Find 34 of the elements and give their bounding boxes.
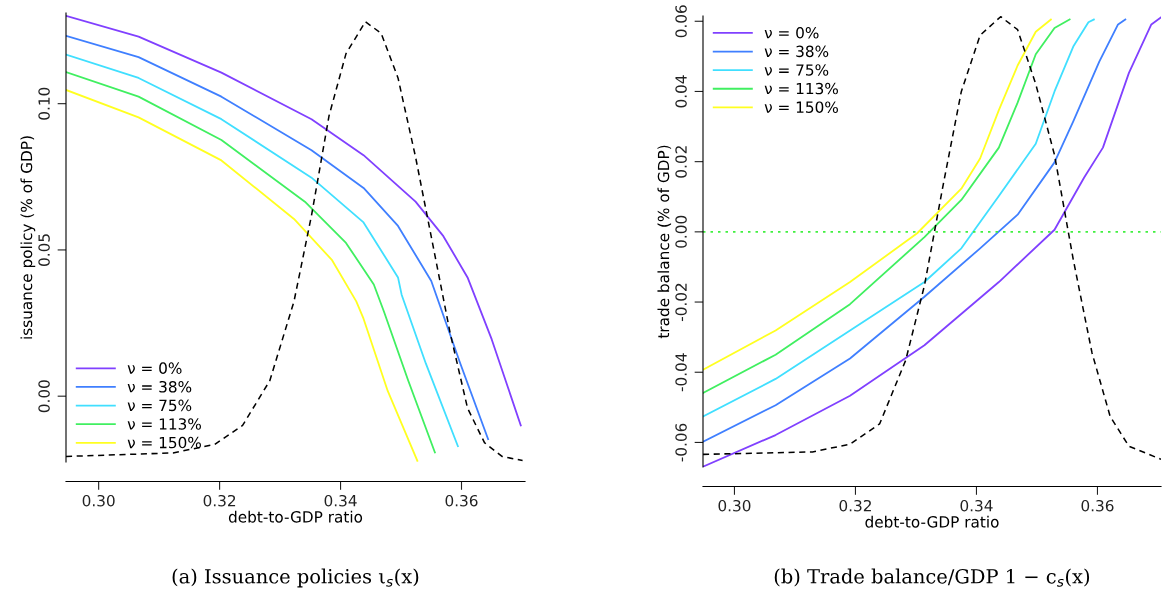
legend-label: ν = 113% bbox=[764, 82, 838, 95]
y-tick-label: 0.10 bbox=[38, 87, 50, 120]
y-tick-label: 0.06 bbox=[675, 5, 687, 38]
y-axis-title: trade balance (% of GDP) bbox=[657, 145, 672, 339]
y-tick-label: 0.02 bbox=[675, 146, 687, 178]
y-tick-label: 0.00 bbox=[675, 215, 687, 248]
legend-label: ν = 75% bbox=[127, 399, 192, 412]
x-tick-label: 0.30 bbox=[718, 499, 751, 512]
x-tick-label: 0.34 bbox=[960, 499, 993, 512]
text: (b) Trade balance/GDP 1 − c$_{s}$(x) bbox=[774, 568, 1090, 587]
x-axis-title: debt-to-GDP ratio bbox=[228, 510, 363, 523]
x-tick-label: 0.30 bbox=[82, 494, 115, 507]
y-tick-label: -0.06 bbox=[675, 423, 687, 462]
x-axis-title: debt-to-GDP ratio bbox=[865, 515, 999, 528]
legend-label: ν = 113% bbox=[127, 418, 201, 430]
x-tick-label: 0.36 bbox=[445, 494, 478, 507]
legend-label: ν = 150% bbox=[127, 436, 201, 449]
x-tick-label: 0.32 bbox=[839, 499, 871, 512]
x-tick-label: 0.32 bbox=[203, 494, 236, 507]
legend-label: ν = 75% bbox=[764, 64, 829, 76]
legend-label: ν = 38% bbox=[764, 45, 829, 58]
y-axis-title: issuance policy (% of GDP) bbox=[20, 136, 36, 339]
legend-label: ν = 0% bbox=[764, 26, 819, 39]
legend-label: ν = 0% bbox=[127, 362, 182, 374]
legend-label: ν = 150% bbox=[764, 101, 838, 113]
y-tick-label: -0.04 bbox=[675, 353, 687, 392]
text: (a) Issuance policies ι$_{s}$(x) bbox=[172, 568, 419, 588]
y-tick-label: -0.02 bbox=[675, 283, 687, 322]
y-tick-label: 0.00 bbox=[38, 380, 50, 413]
y-tick-label: 0.04 bbox=[675, 75, 687, 108]
x-tick-label: 0.36 bbox=[1081, 499, 1114, 512]
y-tick-label: 0.05 bbox=[38, 234, 50, 266]
x-tick-label: 0.34 bbox=[324, 494, 357, 507]
legend-label: ν = 38% bbox=[127, 380, 192, 393]
